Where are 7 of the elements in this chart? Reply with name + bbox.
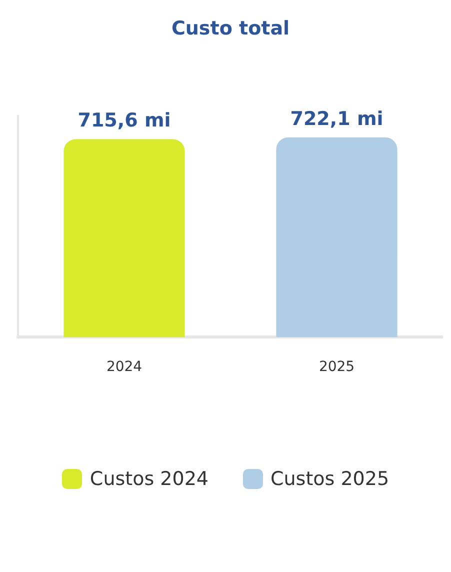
chart-title: Custo total xyxy=(171,17,290,40)
data-label: 715,6 mi xyxy=(78,110,171,132)
x-tick-label: 2025 xyxy=(318,359,355,376)
data-label: 722,1 mi xyxy=(290,108,384,130)
legend-label: Custos 2024 xyxy=(90,468,208,490)
legend-label: Custos 2025 xyxy=(270,468,390,490)
x-tick-label: 2024 xyxy=(106,359,142,376)
